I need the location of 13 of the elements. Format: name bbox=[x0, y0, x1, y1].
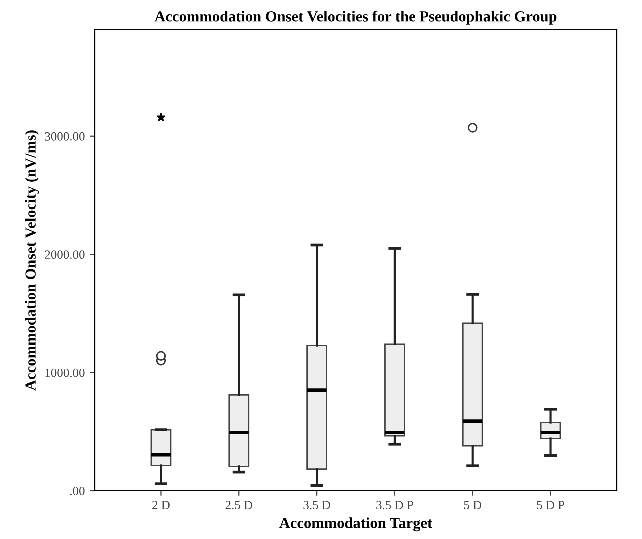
x-tick-label: 3.5 D P bbox=[376, 501, 414, 510]
y-tick-label: 1000.00 bbox=[46, 368, 85, 378]
x-tick-label: 5 D P bbox=[537, 501, 565, 510]
y-tick-label: 2000.00 bbox=[45, 250, 85, 260]
x-axis-title: Accommodation Target bbox=[280, 518, 433, 532]
x-tick-label: 2.5 D bbox=[226, 501, 253, 510]
y-axis-title: Accommodation Onset Velocity (nV/ms) bbox=[25, 130, 40, 391]
y-tick-label: 3000.00 bbox=[45, 132, 85, 141]
x-tick-label: 5 D bbox=[464, 501, 482, 510]
x-tick-label: 3.5 D bbox=[304, 501, 330, 510]
y-tick-label: .00 bbox=[70, 487, 85, 496]
chart-title: Accommodation Onset Velocities for the Pseudophakic Group bbox=[154, 10, 557, 25]
x-tick-label: 2 D bbox=[152, 501, 170, 510]
